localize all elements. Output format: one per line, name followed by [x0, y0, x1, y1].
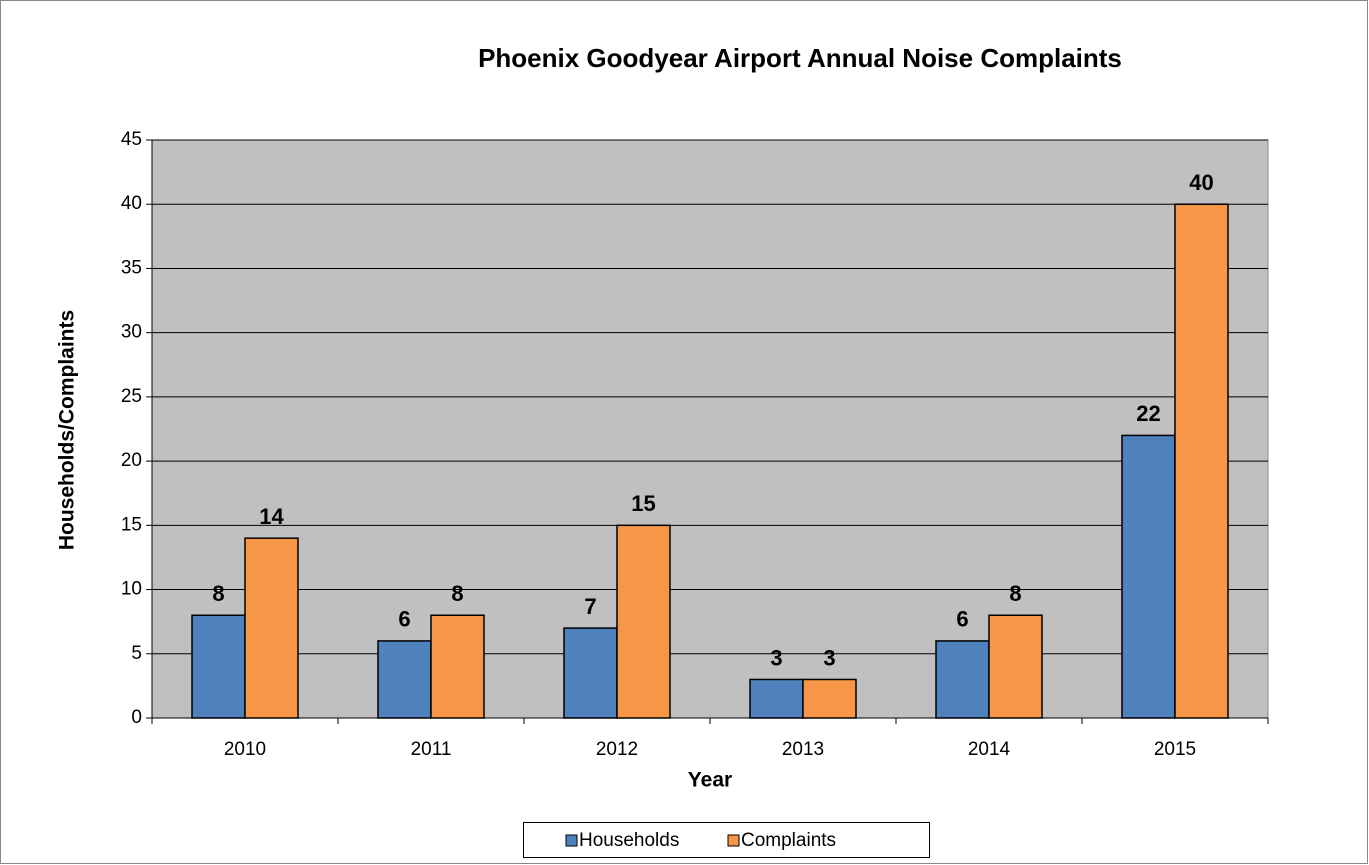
x-tick-label: 2015 [1154, 739, 1196, 760]
data-label: 15 [631, 491, 655, 516]
bar [377, 640, 432, 719]
data-label: 40 [1189, 170, 1213, 195]
data-label: 6 [398, 607, 410, 632]
y-tick-label: 45 [121, 129, 142, 150]
bar [935, 640, 990, 719]
x-axis-label: Year [688, 769, 732, 792]
data-label: 6 [956, 607, 968, 632]
data-label: 22 [1136, 401, 1160, 426]
bar [1121, 434, 1176, 719]
x-tick-label: 2014 [968, 739, 1011, 760]
legend-label: Households [579, 830, 679, 851]
y-tick-label: 15 [121, 514, 142, 535]
bar [749, 678, 804, 719]
y-tick-label: 40 [121, 193, 142, 214]
bar [244, 537, 299, 719]
y-tick-label: 35 [121, 257, 142, 278]
bar [616, 524, 671, 719]
legend-box [523, 822, 930, 858]
y-tick-label: 5 [131, 643, 142, 664]
bar [563, 627, 618, 719]
data-label: 8 [1009, 581, 1021, 606]
plot-area [151, 139, 1269, 719]
x-tick-label: 2011 [411, 739, 452, 760]
y-tick-label: 30 [121, 322, 142, 343]
bar [191, 614, 246, 719]
data-label: 14 [259, 504, 284, 529]
y-tick-label: 10 [121, 579, 142, 600]
bar [802, 678, 857, 719]
bar [988, 614, 1043, 719]
x-tick-label: 2010 [224, 739, 266, 760]
y-tick-label: 20 [121, 450, 142, 471]
legend-swatch [727, 834, 740, 847]
x-tick-label: 2013 [782, 739, 824, 760]
data-label: 8 [451, 581, 463, 606]
data-label: 3 [823, 645, 835, 670]
legend-swatch [565, 834, 578, 847]
bar [430, 614, 485, 719]
bar [1174, 203, 1229, 719]
y-tick-label: 0 [131, 707, 142, 728]
data-label: 3 [770, 645, 782, 670]
data-label: 8 [212, 581, 224, 606]
data-label: 7 [584, 594, 596, 619]
y-tick-label: 25 [121, 386, 142, 407]
chart-title: Phoenix Goodyear Airport Annual Noise Co… [478, 43, 1122, 73]
x-tick-label: 2012 [596, 739, 638, 760]
legend-label: Complaints [741, 830, 836, 851]
y-axis-label: Households/Complaints [56, 310, 79, 550]
